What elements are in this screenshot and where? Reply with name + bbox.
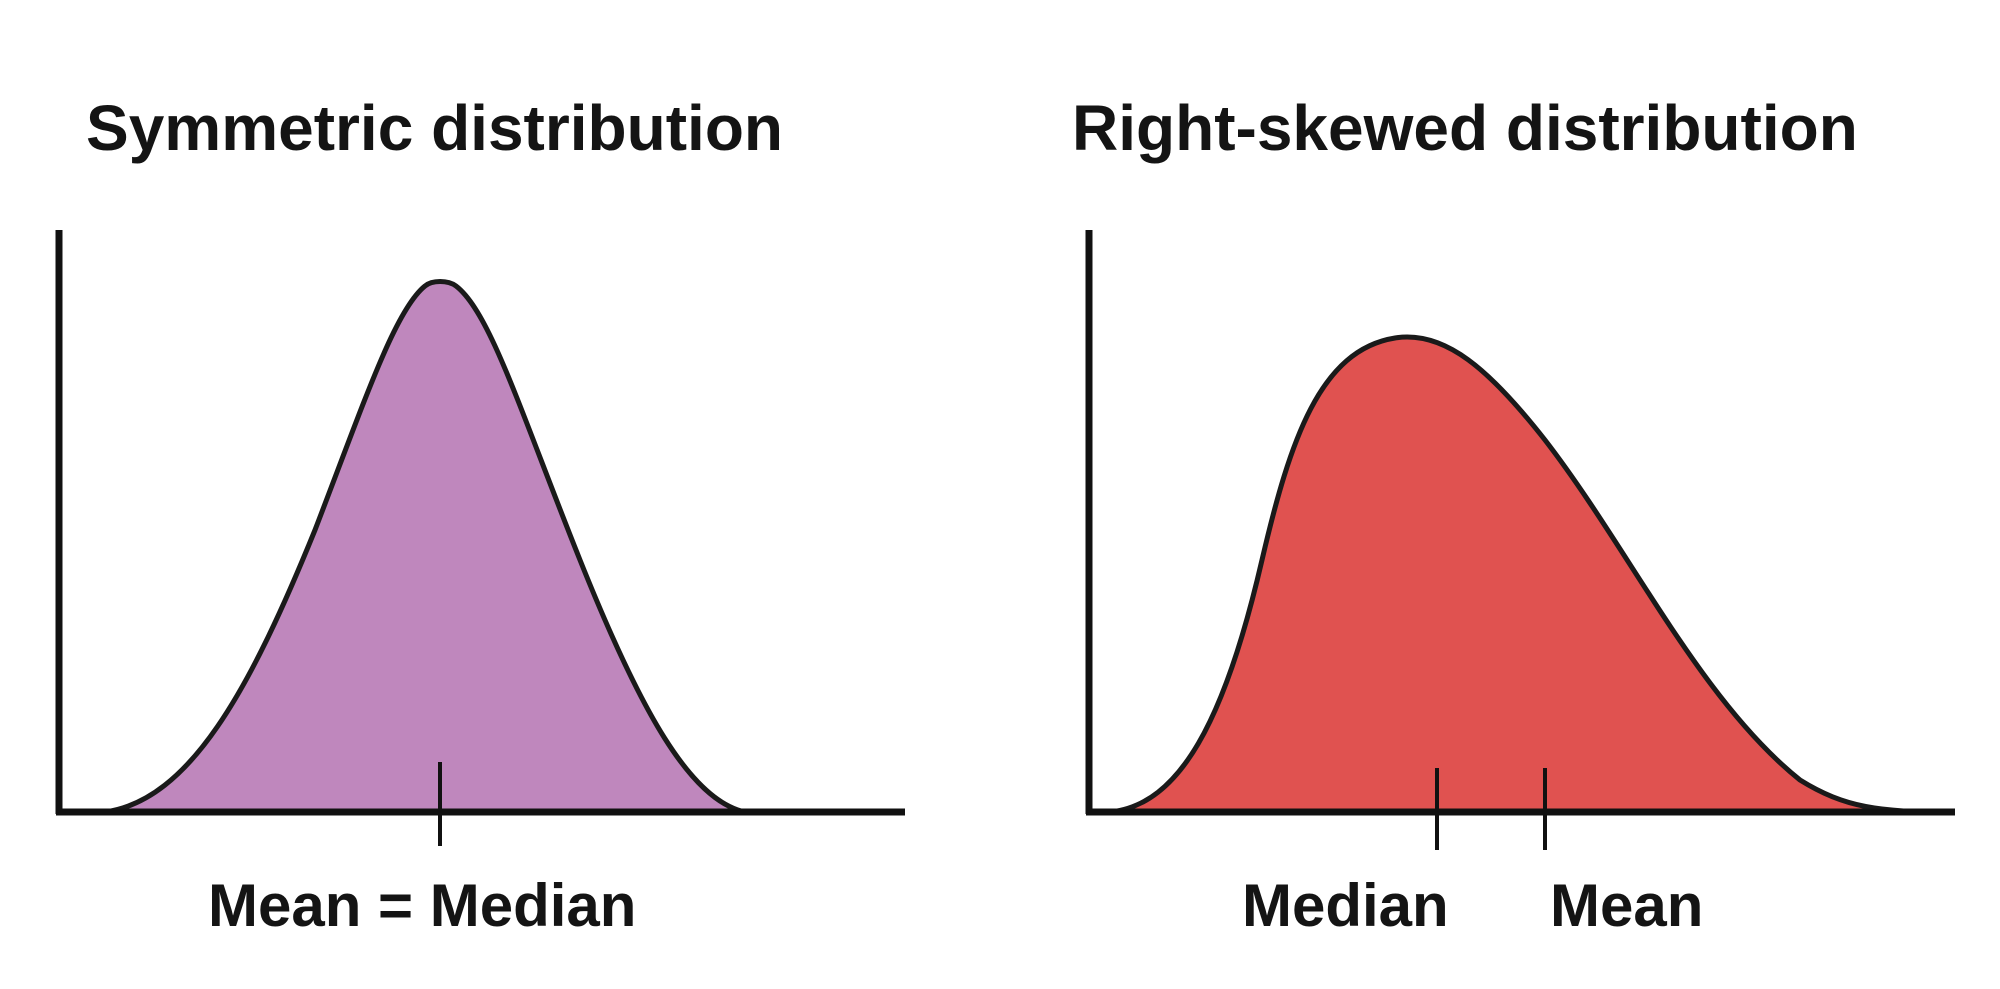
median-label: Median [1242, 872, 1449, 939]
skewed-curve-area [1107, 334, 1953, 815]
skewed-panel [1085, 230, 1955, 850]
symmetric-panel [55, 230, 905, 846]
symmetric-curve-area [102, 279, 748, 815]
mean-label: Mean [1550, 872, 1704, 939]
mean-median-label: Mean = Median [208, 872, 637, 939]
symmetric-title: Symmetric distribution [86, 92, 783, 164]
skewed-title: Right-skewed distribution [1072, 92, 1858, 164]
